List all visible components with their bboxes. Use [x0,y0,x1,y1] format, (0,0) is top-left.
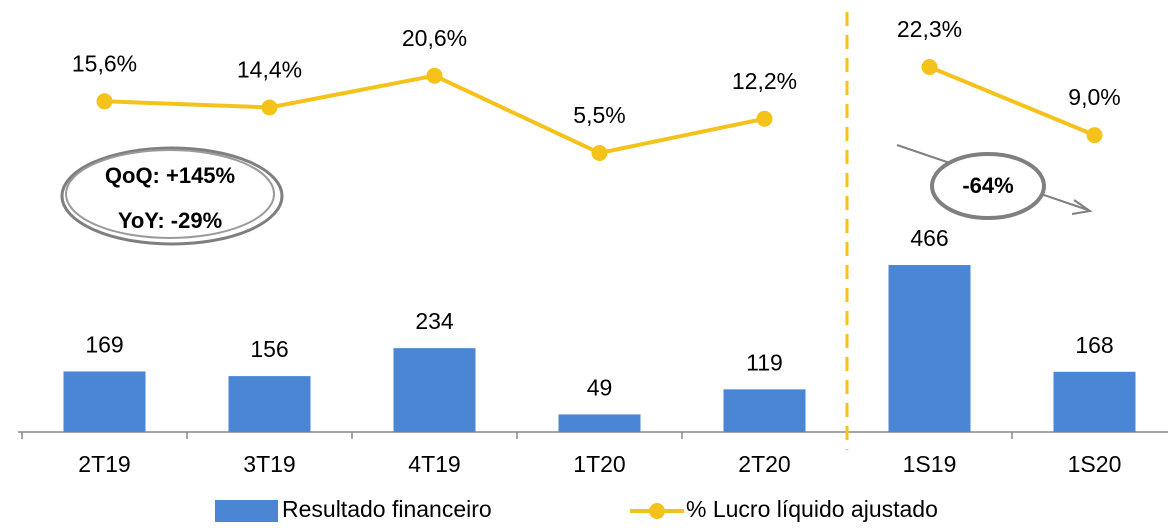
line-point [1086,127,1103,144]
x-tick-label: 1T20 [573,451,625,477]
bar-value-label: 168 [1075,332,1113,358]
bar-value-label: 49 [587,375,613,401]
line-point [426,67,443,84]
bar [1053,371,1136,432]
x-tick-label: 3T19 [243,451,295,477]
line-point [96,93,113,110]
bar-value-label: 156 [250,336,288,362]
bar-value-label: 119 [746,349,783,375]
line-value-label: 15,6% [72,50,137,76]
bar [558,414,641,432]
legend-label: % Lucro líquido ajustado [686,496,938,522]
line-point [261,99,278,116]
x-tick-label: 1S20 [1068,451,1122,477]
line-point [921,59,938,76]
x-tick-label: 1S19 [903,451,957,477]
annotation-ellipse [60,146,284,246]
legend-label: Resultado financeiro [282,496,492,522]
bar [723,389,806,432]
line [928,65,1096,137]
legend-swatch [649,503,665,519]
annotation: QoQ: +145% [105,163,235,188]
bar-value-label: 234 [415,308,454,334]
bar [228,376,311,432]
x-tick-label: 2T20 [738,451,790,477]
line-point [756,110,773,127]
bar [63,371,146,432]
legend-swatch [215,500,278,522]
line-value-label: 12,2% [732,68,797,94]
annotation-ellipse [65,149,275,239]
x-tick-label: 4T19 [408,451,460,477]
line-value-label: 22,3% [897,16,962,42]
annotation: YoY: -29% [118,208,222,233]
line-value-label: 14,4% [237,57,302,83]
line-point [591,145,608,162]
bar [888,265,971,432]
line [104,73,765,156]
bar-value-label: 169 [85,332,123,358]
bar-value-label: 466 [910,225,948,251]
x-tick-label: 2T19 [78,451,130,477]
annotation: -64% [962,173,1013,198]
arrow-head [1071,199,1093,215]
bar [393,348,476,432]
line-value-label: 9,0% [1068,84,1120,110]
line-value-label: 5,5% [573,102,625,128]
annotation-ellipse [930,152,1046,220]
line-value-label: 20,6% [402,25,467,51]
